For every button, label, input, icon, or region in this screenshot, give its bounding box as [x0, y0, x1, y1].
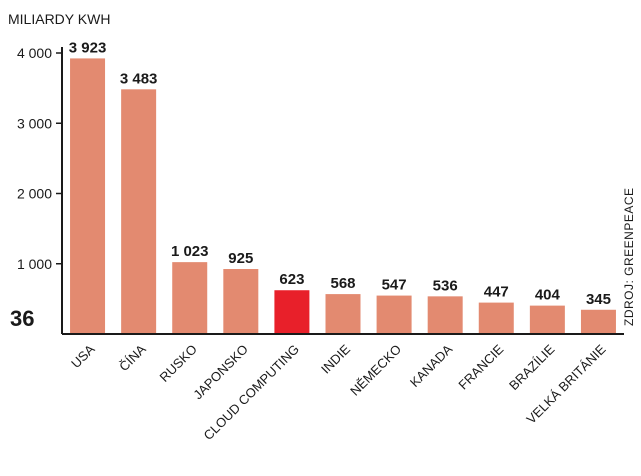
x-tick-label: CLOUD COMPUTING [201, 342, 303, 444]
y-tick-label: 2 000 [17, 186, 52, 202]
bar [325, 294, 361, 334]
x-tick-label: ČÍNA [116, 341, 149, 374]
bar [274, 290, 310, 334]
bars [70, 58, 616, 335]
data-labels: 3 923 3 483 1 023 925 623 568 547 536 447 404 345 [69, 39, 611, 307]
data-label: 447 [484, 284, 509, 301]
x-tick-label: RUSKO [157, 342, 200, 385]
y-tick-label: 1 000 [17, 256, 52, 272]
x-tick-label: USA [68, 341, 98, 371]
y-tick-label: 4 000 [17, 45, 52, 61]
data-label: 623 [279, 271, 304, 288]
data-label: 3 483 [120, 70, 158, 87]
x-tick-label: BRAZÍLIE [506, 341, 558, 393]
data-label: 568 [330, 275, 355, 292]
page-number: 36 [10, 306, 35, 331]
bar [121, 89, 157, 335]
y-tick-label: 3 000 [17, 115, 52, 131]
y-axis-label: MILIARDY KWH [8, 11, 110, 27]
source-note: ZDROJ: GREENPEACE [622, 187, 636, 326]
y-axis: 1 000 2 000 3 000 4 000 [17, 45, 62, 272]
bar [427, 296, 463, 334]
bar [376, 295, 412, 334]
x-tick-label: NĚMECKO [347, 342, 404, 399]
data-label: 3 923 [69, 39, 107, 56]
bar [478, 302, 514, 334]
data-label: 1 023 [171, 243, 209, 260]
bar [580, 309, 616, 334]
data-label: 925 [228, 250, 253, 267]
data-label: 536 [433, 277, 458, 294]
x-tick-label: FRANCIE [455, 341, 506, 392]
bar [529, 305, 565, 334]
bar [172, 262, 208, 334]
data-label: 547 [382, 277, 407, 294]
bar [223, 269, 259, 334]
bar [70, 58, 106, 335]
data-label: 345 [586, 291, 611, 308]
x-tick-label: KANADA [407, 341, 456, 390]
x-tick-label: INDIE [318, 341, 353, 376]
data-label: 404 [535, 287, 561, 304]
